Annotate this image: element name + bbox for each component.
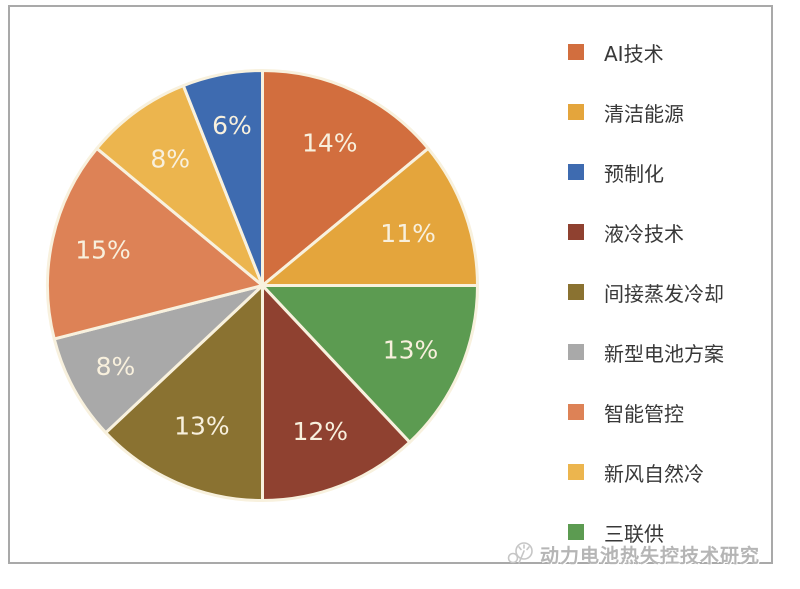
legend-label: 预制化 <box>604 161 664 186</box>
slice-label-8: 8% <box>150 144 190 173</box>
pie-slice-4 <box>261 284 412 502</box>
legend-swatch <box>568 224 584 240</box>
slice-label-6: 8% <box>96 352 136 381</box>
legend-swatch <box>568 524 584 540</box>
legend-swatch <box>568 344 584 360</box>
slice-label-3: 13% <box>383 335 439 364</box>
legend-item-3: 预制化 <box>568 142 724 202</box>
slice-label-9: 6% <box>212 111 252 140</box>
legend-item-1: AI技术 <box>568 22 724 82</box>
legend-label: 三联供 <box>604 521 664 546</box>
legend-label: 液冷技术 <box>604 221 684 246</box>
legend-swatch <box>568 464 584 480</box>
pie-slice-6 <box>52 284 264 435</box>
pie-slice-7 <box>46 146 264 341</box>
legend-label: 智能管控 <box>604 401 684 426</box>
legend-item-8: 新风自然冷 <box>568 442 724 502</box>
legend-swatch <box>568 164 584 180</box>
legend-item-2: 清洁能源 <box>568 82 724 142</box>
legend-swatch <box>568 44 584 60</box>
slice-label-5: 13% <box>174 411 230 440</box>
legend-item-5: 间接蒸发冷却 <box>568 262 724 322</box>
slice-label-2: 11% <box>380 219 436 248</box>
legend-item-6: 新型电池方案 <box>568 322 724 382</box>
legend-label: 新型电池方案 <box>604 341 724 366</box>
legend-label: 新风自然冷 <box>604 461 704 486</box>
slice-label-4: 12% <box>293 417 349 446</box>
legend-item-9: 三联供 <box>568 502 724 562</box>
legend-swatch <box>568 104 584 120</box>
legend: AI技术清洁能源预制化液冷技术间接蒸发冷却 新型电池方案 智能管控新风自然冷三联供 <box>568 22 724 562</box>
pie-slice-3 <box>261 284 479 444</box>
legend-label: AI技术 <box>604 41 664 66</box>
legend-item-7: 智能管控 <box>568 382 724 442</box>
pie-slice-2 <box>261 146 479 287</box>
dandelion-logo-icon <box>507 542 533 564</box>
legend-label: 清洁能源 <box>604 101 684 126</box>
legend-swatch <box>568 284 584 300</box>
pie-slice-9 <box>181 69 264 287</box>
pie-slice-5 <box>104 284 264 502</box>
watermark-text: 动力电池热失控技术研究 <box>540 544 761 567</box>
pie-slice-8 <box>95 84 264 287</box>
slice-label-1: 14% <box>302 128 358 157</box>
pie-chart: 14% 11% 13% 12% 13% 8% 15% 8% 6% <box>46 69 479 502</box>
pie-slice-1 <box>261 69 430 287</box>
legend-item-4: 液冷技术 <box>568 202 724 262</box>
slice-label-7: 15% <box>75 236 131 265</box>
legend-label: 间接蒸发冷却 <box>604 281 724 306</box>
legend-swatch <box>568 404 584 420</box>
watermark: 动力电池热失控技术研究 <box>506 540 760 568</box>
